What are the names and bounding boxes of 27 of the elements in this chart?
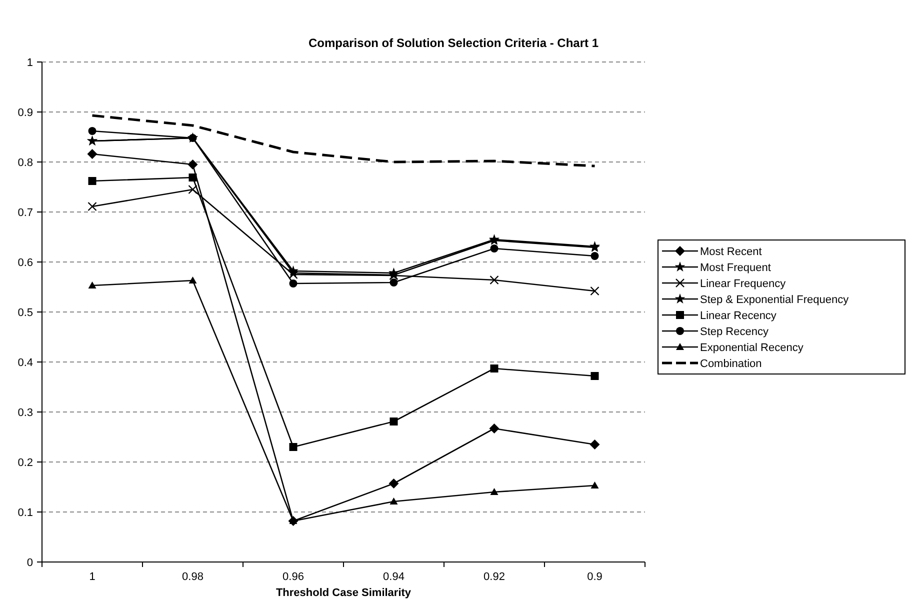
x-tick-label: 0.92 xyxy=(484,571,505,583)
y-tick-label: 0.1 xyxy=(18,506,33,519)
legend-label: Step Recency xyxy=(700,326,769,338)
y-tick-label: 1 xyxy=(26,56,33,69)
legend-label: Linear Recency xyxy=(700,310,777,322)
y-tick-label: 0 xyxy=(26,556,33,569)
chart-title: Comparison of Solution Selection Criteria - Chart 1 xyxy=(308,36,599,50)
legend-label: Most Frequent xyxy=(700,262,771,274)
legend-label: Most Recent xyxy=(700,246,762,258)
x-tick-label: 0.98 xyxy=(182,571,204,583)
legend-label: Exponential Recency xyxy=(700,342,804,354)
x-axis-title: Threshold Case Similarity xyxy=(276,587,412,599)
x-tick-label: 0.96 xyxy=(282,571,304,583)
y-tick-label: 0.7 xyxy=(18,206,33,219)
x-tick-label: 0.9 xyxy=(587,571,602,583)
legend-label: Step & Exponential Frequency xyxy=(700,294,850,306)
y-tick-label: 0.6 xyxy=(18,256,33,269)
y-tick-label: 0.4 xyxy=(18,356,33,369)
y-tick-label: 0.3 xyxy=(18,406,33,419)
y-tick-label: 0.9 xyxy=(18,106,33,119)
legend-label: Linear Frequency xyxy=(700,278,786,290)
y-tick-label: 0.2 xyxy=(18,456,33,469)
x-tick-label: 0.94 xyxy=(383,571,404,583)
x-tick-label: 1 xyxy=(89,571,96,583)
legend-label: Combination xyxy=(700,358,762,370)
y-tick-label: 0.5 xyxy=(18,306,33,319)
y-tick-label: 0.8 xyxy=(18,156,33,169)
